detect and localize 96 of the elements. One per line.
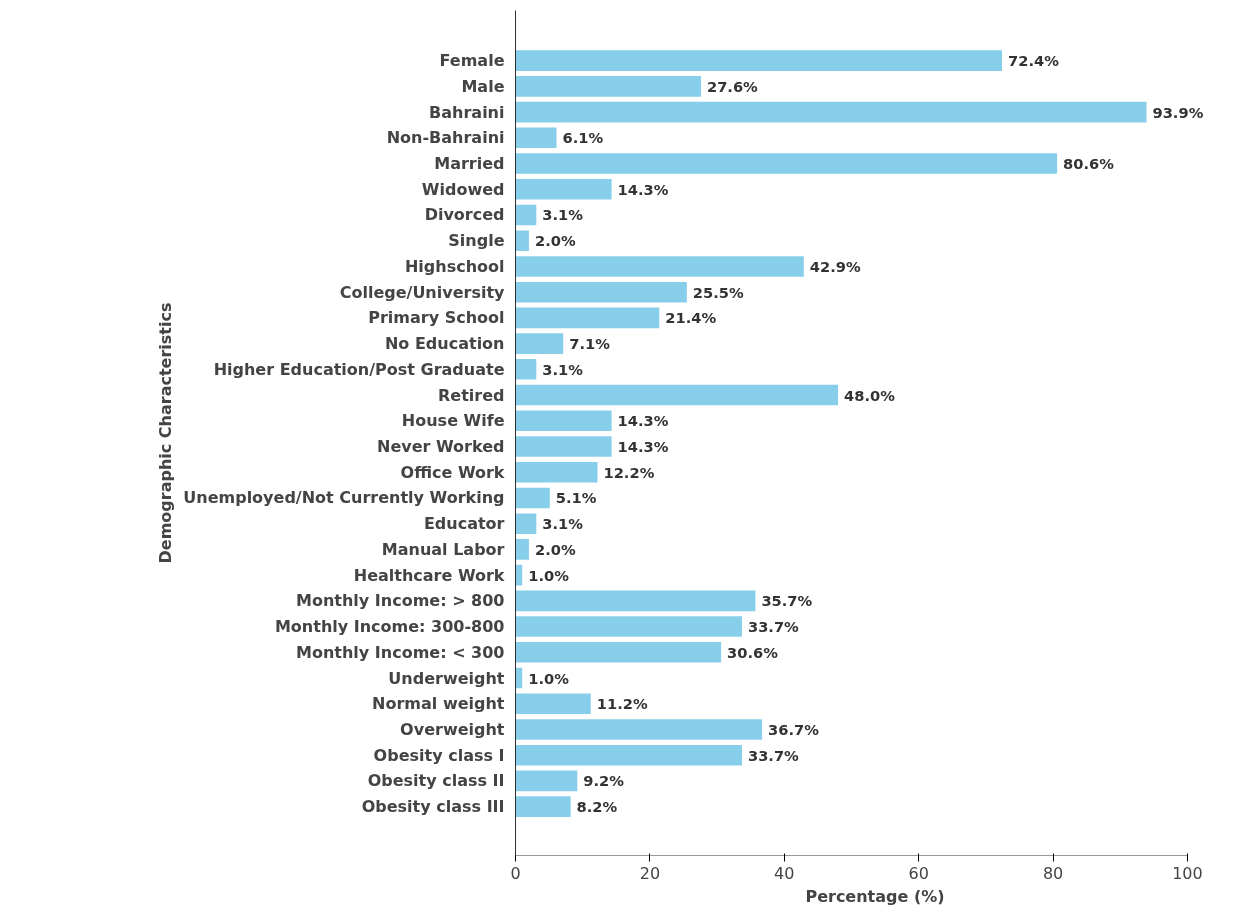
bar: [515, 127, 557, 149]
data-label: 25.5%: [692, 283, 745, 301]
y-tick-label: Unemployed/Not Currently Working: [183, 488, 505, 508]
data-label: 72.4%: [1008, 52, 1060, 70]
data-label: 1.0%: [528, 566, 570, 584]
bar: [515, 230, 529, 252]
y-tick-label: Non-Bahraini: [386, 128, 505, 148]
data-label: 42.9%: [809, 257, 861, 275]
data-label: 48.0%: [844, 386, 896, 404]
bar: [515, 101, 1147, 123]
y-tick-label: No Education: [384, 334, 505, 354]
data-label: 30.6%: [727, 643, 779, 661]
data-label: 6.1%: [562, 129, 604, 147]
data-label: 14.3%: [617, 438, 669, 455]
data-label: 2.0%: [534, 540, 576, 558]
y-tick-label: Office Work: [400, 462, 505, 482]
bar: [515, 384, 839, 406]
data-label: 8.2%: [576, 798, 618, 816]
y-tick-label: Bahraini: [429, 102, 505, 122]
x-tick-label: 60: [908, 863, 929, 883]
data-label: 21.4%: [665, 309, 717, 327]
bar: [515, 307, 660, 329]
x-axis-title: Percentage (%): [805, 886, 945, 906]
y-tick-label: Female: [439, 51, 505, 71]
y-tick-label: Overweight: [400, 719, 505, 739]
y-tick-label: Obesity class II: [367, 771, 505, 791]
y-tick-label: Monthly Income: > 800: [295, 591, 505, 611]
bar: [515, 178, 612, 200]
data-label: 33.7%: [747, 746, 800, 764]
y-tick-label: Obesity class I: [373, 745, 505, 765]
bar: [515, 642, 722, 663]
data-label: 1.0%: [528, 669, 570, 687]
bar: [515, 50, 1002, 71]
data-label: 5.1%: [555, 489, 597, 507]
data-label: 33.7%: [747, 618, 800, 636]
y-tick-label: Highschool: [404, 256, 505, 276]
x-tick-label: 100: [1172, 863, 1203, 883]
x-tick-label: 0: [510, 863, 521, 883]
data-label: 36.7%: [768, 720, 820, 738]
bar: [515, 616, 742, 637]
bar: [515, 744, 742, 766]
y-tick-label: Single: [448, 231, 505, 251]
bar: [515, 153, 1058, 174]
data-label: 93.9%: [1152, 103, 1204, 121]
y-tick-label: Obesity class III: [361, 797, 505, 817]
data-label: 3.1%: [542, 206, 584, 224]
y-tick-label: Divorced: [424, 205, 505, 225]
bar: [515, 461, 598, 483]
data-label: 9.2%: [583, 772, 625, 790]
x-tick-label: 40: [774, 863, 795, 883]
bar: [515, 333, 564, 354]
data-label: 27.6%: [706, 77, 759, 95]
bar: [515, 513, 537, 534]
x-tick-label: 20: [639, 863, 661, 883]
y-tick-label: Underweight: [388, 668, 505, 688]
data-label: 2.0%: [534, 232, 576, 250]
y-tick-label: Monthly Income: < 300: [295, 642, 505, 662]
y-tick-label: House Wife: [401, 411, 505, 431]
bar: [515, 693, 591, 715]
data-label: 7.1%: [569, 335, 611, 353]
y-tick-label: Healthcare Work: [353, 565, 505, 585]
y-axis-title: Demographic Characteristics: [156, 302, 176, 564]
y-tick-label: Monthly Income: 300-800: [274, 617, 505, 637]
bar: [515, 796, 571, 817]
data-label: 14.3%: [617, 180, 669, 198]
y-tick-label: College/University: [339, 282, 506, 302]
bar: [515, 436, 612, 457]
bar: [515, 204, 537, 226]
y-tick-label: Widowed: [421, 179, 505, 199]
y-tick-label: Educator: [423, 514, 505, 534]
bar: [515, 539, 529, 560]
bar: [515, 770, 578, 792]
bar: [515, 410, 612, 432]
y-tick-label: Never Worked: [377, 437, 505, 456]
y-tick-label: Male: [461, 76, 505, 96]
y-tick-label: Higher Education/Post Graduate: [213, 359, 505, 379]
bar: [515, 487, 550, 509]
data-label: 11.2%: [596, 695, 648, 713]
y-tick-label: Married: [434, 154, 505, 174]
bar: [515, 256, 804, 277]
y-tick-label: Retired: [438, 385, 505, 405]
data-label: 14.3%: [617, 412, 669, 430]
bar: [515, 359, 537, 380]
bar: [515, 281, 687, 303]
data-label: 35.7%: [761, 592, 813, 610]
bar: [515, 719, 763, 740]
x-tick-label: 80: [1042, 863, 1064, 883]
bar: [515, 590, 756, 612]
data-label: 80.6%: [1063, 155, 1115, 173]
y-tick-label: Primary School: [368, 308, 505, 328]
data-label: 3.1%: [542, 360, 584, 378]
data-label: 3.1%: [542, 515, 584, 533]
y-tick-label: Manual Labor: [381, 539, 505, 559]
y-tick-label: Normal weight: [372, 694, 505, 714]
data-label: 12.2%: [603, 463, 655, 481]
bar: [515, 76, 701, 97]
